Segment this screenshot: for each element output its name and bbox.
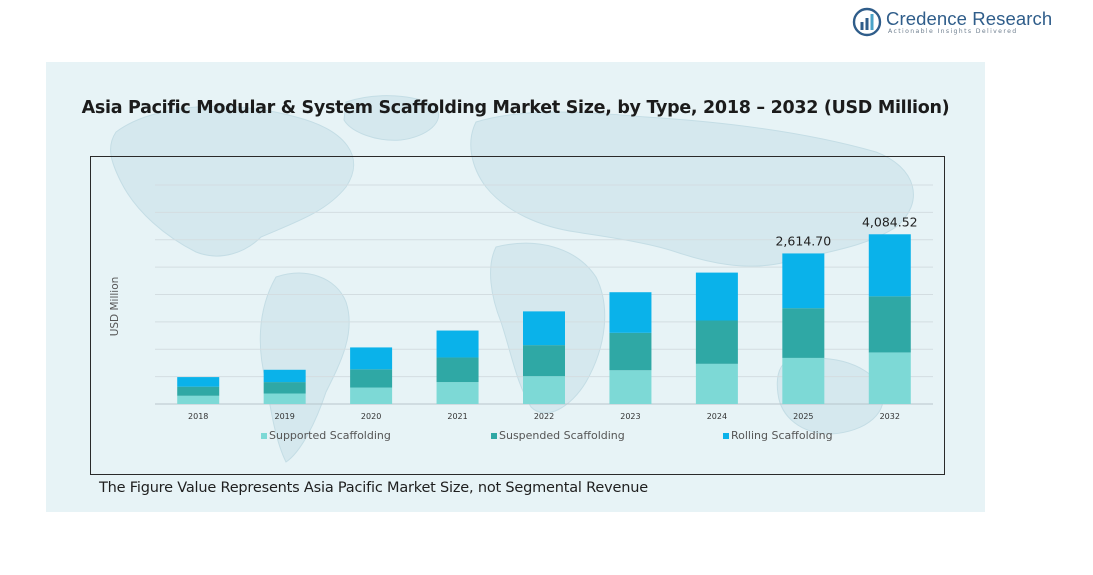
bar-2022-series-1 (523, 376, 565, 404)
bar-2018-series-3 (177, 377, 220, 387)
bar-2019-series-1 (263, 393, 306, 404)
bar-2020-series-3 (350, 347, 393, 370)
x-tick-label: 2025 (793, 412, 813, 421)
legend-label: Suspended Scaffolding (499, 429, 625, 442)
bar-2019-series-2 (263, 382, 306, 394)
stacked-bar-chart: USD Million 2018 2019 2020 2021 2022 2023 2024 2… (109, 184, 933, 442)
x-tick-label: 2032 (880, 412, 900, 421)
legend-label: Supported Scaffolding (269, 429, 391, 442)
bar-2020-series-2 (350, 369, 393, 388)
bar-2022-series-3 (523, 311, 565, 346)
chart-panel: Asia Pacific Modular & System Scaffoldin… (46, 62, 985, 512)
world-map-background (110, 95, 914, 463)
brand-logo: Credence Research Actionable Insights De… (852, 6, 1052, 40)
x-tick-label: 2021 (447, 412, 467, 421)
bar-2025-series-2 (782, 308, 825, 358)
bar-2032-series-3 (868, 234, 911, 297)
data-label: 4,084.52 (862, 214, 918, 229)
x-tick-label: 2020 (361, 412, 381, 421)
bar-2032-series-2 (868, 296, 911, 353)
x-tick-label: 2024 (707, 412, 727, 421)
x-tick-label: 2019 (274, 412, 294, 421)
legend-swatch (723, 433, 729, 439)
data-label: 2,614.70 (775, 233, 831, 248)
bar-2025-series-1 (782, 357, 825, 404)
chart-title: Asia Pacific Modular & System Scaffoldin… (81, 98, 950, 118)
bar-2032-series-1 (868, 352, 911, 404)
bar-2018-series-2 (177, 386, 220, 396)
brand-name: Credence Research (886, 8, 1053, 29)
legend-label: Rolling Scaffolding (731, 429, 833, 442)
legend-swatch (491, 433, 497, 439)
brand-tagline: Actionable Insights Delivered (888, 28, 1018, 35)
bar-2021-series-2 (436, 357, 479, 383)
bar-2021-series-3 (436, 330, 479, 358)
bar-2024-series-3 (695, 272, 738, 321)
bar-chart-circle-icon (852, 7, 882, 37)
bar-2018-series-1 (177, 395, 220, 404)
bar-2023-series-1 (609, 370, 652, 404)
bar-2024-series-2 (695, 320, 738, 364)
bar-2021-series-1 (436, 382, 479, 404)
y-axis-label: USD Million (109, 277, 121, 337)
footnote: The Figure Value Represents Asia Pacific… (99, 480, 648, 496)
x-tick-label: 2022 (534, 412, 554, 421)
bar-2020-series-1 (350, 387, 393, 404)
chart-frame: USD Million 2018 2019 2020 2021 2022 2023 2024 2… (90, 156, 945, 475)
bar-2019-series-3 (263, 369, 306, 383)
legend-swatch (261, 433, 267, 439)
bar-2024-series-1 (695, 363, 738, 404)
bar-2022-series-2 (523, 345, 565, 377)
x-tick-label: 2018 (188, 412, 208, 421)
bar-2025-series-3 (782, 253, 825, 309)
bar-2023-series-2 (609, 332, 652, 371)
bar-2023-series-3 (609, 292, 652, 333)
x-tick-label: 2023 (620, 412, 640, 421)
